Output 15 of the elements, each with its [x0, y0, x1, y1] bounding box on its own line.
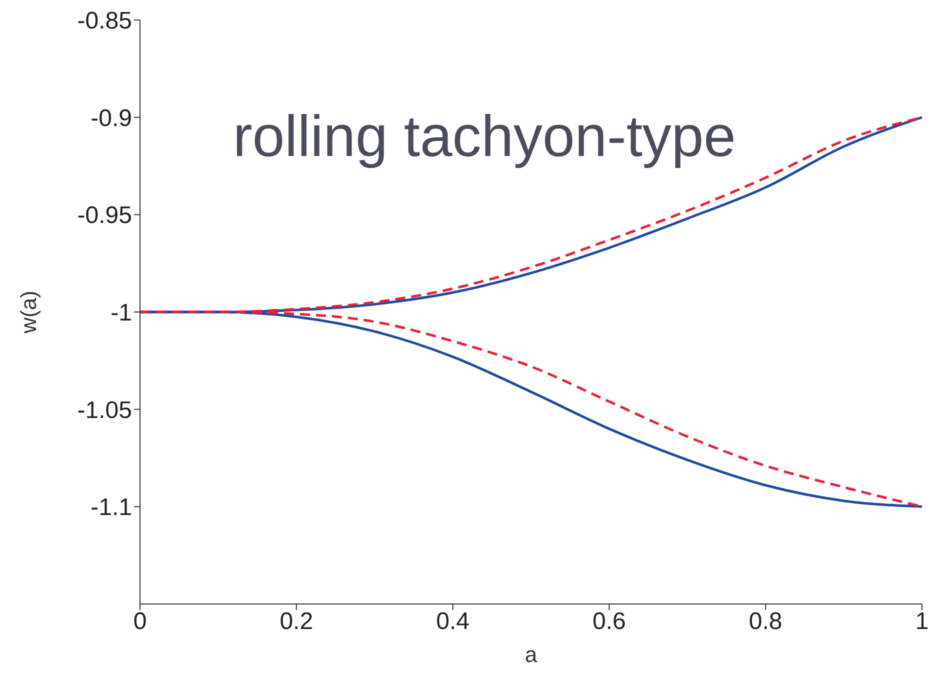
- x-tick-label: 0.6: [592, 608, 626, 636]
- y-tick-label: -0.95: [77, 202, 132, 230]
- annotation: rolling tachyon-type: [233, 103, 736, 170]
- x-tick-label: 0.4: [436, 608, 470, 636]
- y-tick-label: -0.85: [77, 8, 132, 35]
- x-tick-label: 0: [133, 608, 147, 636]
- y-tick-label: -1.05: [77, 396, 132, 424]
- x-tick-label: 0.8: [748, 608, 782, 636]
- y-tick-label: -1: [110, 300, 132, 327]
- y-tick-label: -1.1: [90, 494, 132, 522]
- x-tick-label: 0.2: [280, 608, 314, 636]
- x-tick-label: 1: [915, 608, 929, 636]
- y-tick-label: -0.9: [90, 104, 132, 132]
- y-axis-title: w(a): [16, 290, 41, 334]
- x-axis-title: a: [524, 642, 538, 667]
